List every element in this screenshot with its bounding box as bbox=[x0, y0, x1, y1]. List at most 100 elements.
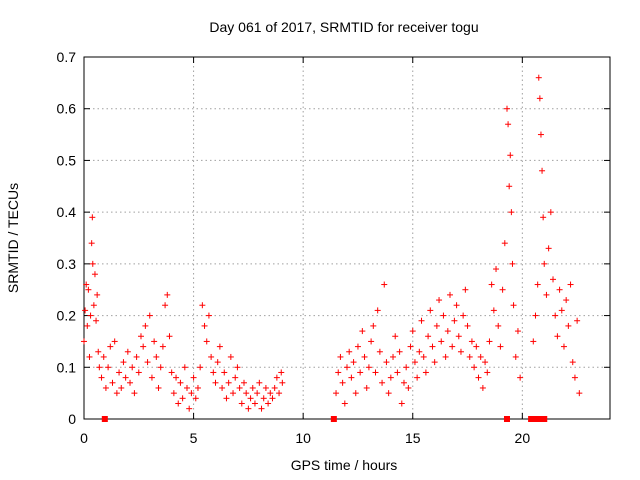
data-point bbox=[98, 374, 105, 381]
data-point bbox=[507, 152, 514, 159]
data-point bbox=[457, 348, 464, 355]
data-point bbox=[499, 286, 506, 293]
data-point bbox=[88, 240, 95, 247]
data-point bbox=[116, 369, 123, 376]
data-point bbox=[536, 95, 543, 102]
data-point bbox=[447, 291, 454, 298]
data-point bbox=[344, 364, 350, 371]
data-point bbox=[541, 260, 548, 267]
data-point bbox=[455, 333, 462, 340]
data-point bbox=[433, 322, 440, 329]
data-point bbox=[107, 343, 114, 350]
data-point bbox=[420, 353, 427, 360]
data-point bbox=[188, 390, 195, 397]
data-point bbox=[505, 121, 512, 128]
x-tick-label: 10 bbox=[295, 430, 311, 446]
data-point bbox=[166, 333, 173, 340]
data-point bbox=[490, 307, 497, 314]
data-point bbox=[545, 245, 552, 252]
data-point bbox=[186, 405, 193, 412]
data-point bbox=[93, 317, 100, 324]
data-points bbox=[81, 74, 583, 412]
data-point bbox=[148, 374, 155, 381]
data-point bbox=[109, 379, 116, 386]
data-point bbox=[210, 369, 217, 376]
data-point bbox=[475, 374, 482, 381]
data-point bbox=[556, 286, 563, 293]
data-point bbox=[102, 384, 109, 391]
data-point bbox=[203, 338, 210, 345]
data-point bbox=[83, 281, 90, 288]
zero-marker bbox=[531, 416, 538, 422]
data-point bbox=[124, 348, 131, 355]
data-point bbox=[194, 384, 201, 391]
data-point bbox=[484, 369, 491, 376]
data-point bbox=[341, 400, 348, 407]
data-point bbox=[137, 333, 144, 340]
data-point bbox=[279, 379, 286, 386]
data-point bbox=[449, 343, 456, 350]
data-point bbox=[113, 390, 120, 397]
data-point bbox=[85, 286, 92, 293]
data-point bbox=[227, 353, 234, 360]
data-point bbox=[508, 209, 515, 216]
data-point bbox=[82, 307, 89, 314]
data-point bbox=[122, 374, 129, 381]
data-point bbox=[416, 348, 423, 355]
data-point bbox=[146, 312, 153, 319]
data-point bbox=[95, 348, 102, 355]
data-point bbox=[540, 214, 547, 221]
data-point bbox=[96, 364, 103, 371]
y-tick-label: 0.7 bbox=[57, 49, 77, 65]
data-point bbox=[140, 343, 147, 350]
data-point bbox=[278, 369, 285, 376]
data-point bbox=[348, 374, 355, 381]
data-point bbox=[444, 328, 451, 335]
data-point bbox=[190, 374, 197, 381]
data-point bbox=[162, 302, 169, 309]
data-point bbox=[120, 359, 127, 366]
data-point bbox=[453, 302, 460, 309]
data-point bbox=[357, 369, 364, 376]
data-point bbox=[361, 353, 368, 360]
y-tick-label: 0.5 bbox=[57, 152, 77, 168]
data-point bbox=[517, 374, 524, 381]
data-point bbox=[177, 379, 184, 386]
data-point bbox=[552, 312, 559, 319]
data-point bbox=[405, 384, 412, 391]
data-point bbox=[493, 266, 500, 273]
data-point bbox=[84, 322, 91, 329]
data-point bbox=[359, 328, 366, 335]
data-point bbox=[379, 379, 386, 386]
data-point bbox=[144, 359, 151, 366]
data-point bbox=[495, 322, 502, 329]
data-point bbox=[534, 281, 541, 288]
data-point bbox=[422, 369, 429, 376]
data-point bbox=[205, 312, 212, 319]
data-point bbox=[216, 343, 223, 350]
data-point bbox=[153, 353, 160, 360]
y-tick-label: 0.1 bbox=[57, 359, 77, 375]
data-point bbox=[184, 384, 191, 391]
data-point bbox=[471, 364, 478, 371]
data-point bbox=[201, 322, 208, 329]
data-point bbox=[214, 359, 221, 366]
data-point bbox=[151, 338, 158, 345]
data-point bbox=[512, 353, 519, 360]
data-point bbox=[372, 369, 379, 376]
data-point bbox=[563, 297, 570, 304]
y-tick-label: 0.2 bbox=[57, 308, 77, 324]
data-point bbox=[558, 307, 565, 314]
data-point bbox=[535, 74, 542, 81]
data-point bbox=[403, 364, 410, 371]
data-point bbox=[265, 400, 272, 407]
data-point bbox=[510, 302, 517, 309]
data-point bbox=[473, 343, 480, 350]
data-point bbox=[438, 338, 445, 345]
data-point bbox=[87, 312, 94, 319]
data-point bbox=[409, 328, 416, 335]
data-point bbox=[100, 353, 107, 360]
data-point bbox=[464, 322, 471, 329]
zero-marker bbox=[541, 416, 548, 422]
